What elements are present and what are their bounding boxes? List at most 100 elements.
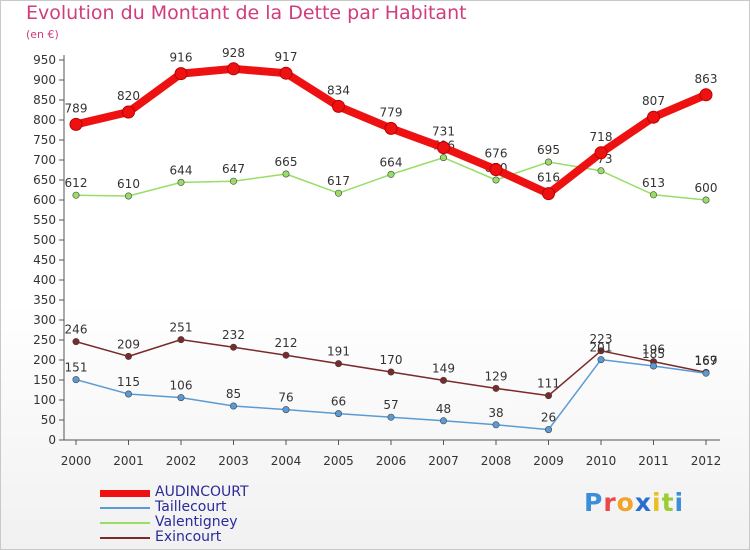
proxiti-logo: Proxiti: [584, 488, 685, 517]
y-tick-label: 800: [33, 113, 56, 127]
data-point: [334, 189, 342, 197]
data-label: 48: [436, 402, 451, 416]
data-point: [174, 67, 188, 81]
data-point: [227, 62, 240, 76]
data-label: 820: [117, 89, 140, 103]
data-point: [439, 154, 447, 162]
data-label: 201: [590, 341, 613, 355]
y-tick-label: 400: [33, 273, 56, 287]
y-tick-label: 650: [33, 173, 56, 187]
x-tick-label: 2012: [691, 454, 722, 468]
y-tick-label: 900: [33, 73, 56, 87]
legend-item: Exincourt: [100, 530, 360, 545]
data-point: [597, 347, 605, 355]
chart-title: Evolution du Montant de la Dette par Hab…: [26, 2, 467, 24]
data-point: [72, 191, 80, 199]
legend-label: Exincourt: [155, 529, 222, 545]
data-label: 209: [117, 337, 140, 351]
data-label: 196: [642, 343, 665, 357]
data-point: [544, 158, 552, 166]
data-label: 613: [642, 176, 665, 190]
data-label: 151: [65, 361, 88, 375]
x-tick-label: 2002: [166, 454, 197, 468]
x-tick-label: 2003: [218, 454, 249, 468]
legend-swatch: [100, 522, 150, 524]
data-point: [647, 110, 660, 124]
y-tick-label: 200: [33, 353, 56, 367]
data-point: [597, 167, 605, 175]
data-point: [594, 146, 608, 160]
data-point: [492, 384, 500, 392]
data-point: [69, 117, 83, 131]
legend-label: Taillecourt: [155, 499, 227, 515]
data-label: 695: [537, 143, 560, 157]
data-label: 731: [432, 125, 455, 139]
x-tick-label: 2004: [271, 454, 302, 468]
data-label: 617: [327, 174, 350, 188]
x-tick-label: 2007: [428, 454, 459, 468]
data-label: 664: [380, 155, 403, 169]
data-label: 676: [485, 147, 508, 161]
data-label: 600: [695, 181, 718, 195]
data-label: 644: [170, 163, 193, 177]
data-point: [699, 88, 713, 102]
y-tick-label: 600: [33, 193, 56, 207]
data-label: 616: [537, 171, 560, 185]
data-label: 665: [275, 155, 298, 169]
data-point: [177, 336, 185, 344]
data-point: [702, 196, 710, 204]
data-label: 191: [327, 345, 350, 359]
legend-item: Valentigney: [100, 515, 360, 530]
data-point: [439, 376, 447, 384]
legend-swatch: [100, 537, 150, 539]
data-label: 115: [117, 375, 140, 389]
data-point: [72, 338, 80, 346]
data-point: [439, 417, 447, 425]
data-point: [492, 176, 500, 184]
data-label: 76: [278, 391, 293, 405]
y-tick-label: 250: [33, 333, 56, 347]
legend-swatch: [100, 507, 150, 509]
data-point: [282, 170, 290, 178]
data-point: [437, 141, 450, 155]
data-label: 251: [170, 321, 193, 335]
data-point: [702, 369, 710, 377]
data-point: [177, 178, 185, 186]
data-label: 223: [590, 332, 613, 346]
x-tick-label: 2001: [113, 454, 144, 468]
data-point: [489, 163, 503, 177]
x-tick-label: 2008: [481, 454, 512, 468]
data-point: [230, 177, 238, 185]
data-label: 863: [695, 72, 718, 86]
x-tick-label: 2006: [376, 454, 407, 468]
data-label: 612: [65, 176, 88, 190]
x-tick-label: 2005: [323, 454, 354, 468]
y-tick-label: 450: [33, 253, 56, 267]
data-point: [597, 356, 605, 364]
data-point: [387, 368, 395, 376]
data-label: 169: [695, 353, 718, 367]
data-label: 170: [380, 353, 403, 367]
data-point: [334, 410, 342, 418]
data-point: [282, 406, 290, 414]
data-point: [649, 191, 657, 199]
x-tick-label: 2011: [638, 454, 669, 468]
data-point: [384, 121, 398, 135]
data-label: 111: [537, 377, 560, 391]
data-label: 185: [642, 347, 665, 361]
data-point: [387, 413, 395, 421]
data-label: 66: [331, 395, 346, 409]
y-tick-label: 50: [41, 413, 56, 427]
data-point: [334, 360, 342, 368]
data-point: [230, 343, 238, 351]
chart-legend: AUDINCOURT Taillecourt Valentigney Exincour…: [100, 485, 360, 545]
data-label: 834: [327, 83, 350, 97]
data-point: [230, 402, 238, 410]
data-point: [125, 192, 133, 200]
data-label: 647: [222, 162, 245, 176]
data-label: 38: [488, 406, 503, 420]
y-tick-label: 350: [33, 293, 56, 307]
data-point: [544, 426, 552, 434]
